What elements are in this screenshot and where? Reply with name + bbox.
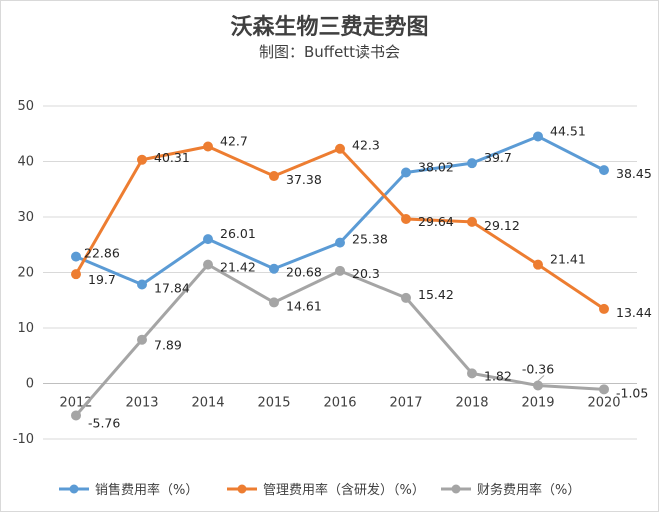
data-point <box>270 264 279 273</box>
x-tick-label: 2013 <box>125 396 158 411</box>
data-point <box>600 166 609 175</box>
data-label: 21.41 <box>550 252 586 267</box>
data-point <box>468 369 477 378</box>
data-point <box>72 411 81 420</box>
data-label: 42.3 <box>352 138 380 153</box>
x-tick-label: 2016 <box>323 396 356 411</box>
y-tick-label: 20 <box>17 266 34 281</box>
data-label: 13.44 <box>616 305 652 320</box>
data-point <box>270 298 279 307</box>
line-chart: -10010203040502012 2013 2014 2015 2016 2017 20… <box>1 1 658 511</box>
legend-marker <box>70 485 79 494</box>
data-point <box>72 270 81 279</box>
data-label: 38.02 <box>418 159 454 174</box>
legend-label: 销售费用率（%） <box>95 482 198 498</box>
data-point <box>270 172 279 181</box>
data-label: 38.45 <box>616 166 652 181</box>
data-point <box>72 252 81 261</box>
data-point <box>534 260 543 269</box>
data-label: 21.42 <box>220 260 256 275</box>
data-label: 22.86 <box>84 246 120 261</box>
y-tick-label: 0 <box>26 377 34 392</box>
chart-frame: 沃森生物三费走势图 制图：Buffett读书会 -10 0 10 20 30 40 50 20… <box>0 0 659 512</box>
legend-label: 财务费用率（%） <box>477 482 580 498</box>
data-label: 14.61 <box>286 298 322 313</box>
data-point <box>534 132 543 141</box>
data-label: 29.64 <box>418 214 454 229</box>
data-label: 29.12 <box>484 218 520 233</box>
data-label: 42.7 <box>220 134 248 149</box>
legend-marker <box>238 485 247 494</box>
data-label: 20.3 <box>352 266 380 281</box>
data-point <box>204 142 213 151</box>
data-point <box>402 168 411 177</box>
y-tick-label: 10 <box>17 321 34 336</box>
data-point <box>600 385 609 394</box>
data-point <box>402 214 411 223</box>
x-tick-label: 2014 <box>191 396 224 411</box>
data-label: 20.68 <box>286 265 322 280</box>
data-label: 25.38 <box>352 232 388 247</box>
data-label: 15.42 <box>418 287 454 302</box>
data-point <box>336 238 345 247</box>
x-tick-label: 2019 <box>521 396 554 411</box>
data-point <box>468 159 477 168</box>
data-label: 40.31 <box>154 150 190 165</box>
x-tick-label: 2018 <box>455 396 488 411</box>
data-label: 39.7 <box>484 150 512 165</box>
y-tick-label: 30 <box>17 210 34 225</box>
data-label: -1.05 <box>616 385 648 400</box>
y-tick-label: -10 <box>13 432 34 447</box>
data-point <box>204 260 213 269</box>
data-label: 7.89 <box>154 338 182 353</box>
data-label: 1.82 <box>484 368 512 383</box>
data-label: 26.01 <box>220 226 256 241</box>
data-point <box>468 217 477 226</box>
data-point <box>138 155 147 164</box>
legend-marker <box>452 485 461 494</box>
data-point <box>600 304 609 313</box>
data-label: 17.84 <box>154 280 190 295</box>
y-tick-label: 40 <box>17 155 34 170</box>
data-label: -0.36 <box>522 361 554 376</box>
data-label: 44.51 <box>550 123 586 138</box>
data-point <box>138 335 147 344</box>
data-point <box>138 280 147 289</box>
data-point <box>534 381 543 390</box>
data-point <box>336 266 345 275</box>
data-label: -5.76 <box>88 415 120 430</box>
x-tick-label: 2015 <box>257 396 290 411</box>
legend-label: 管理费用率（含研发）（%） <box>263 482 425 498</box>
y-tick-label: 50 <box>17 99 34 114</box>
data-point <box>336 144 345 153</box>
x-tick-label: 2017 <box>389 396 422 411</box>
data-point <box>204 235 213 244</box>
data-label: 19.7 <box>88 272 116 287</box>
data-label: 37.38 <box>286 172 322 187</box>
data-point <box>402 293 411 302</box>
